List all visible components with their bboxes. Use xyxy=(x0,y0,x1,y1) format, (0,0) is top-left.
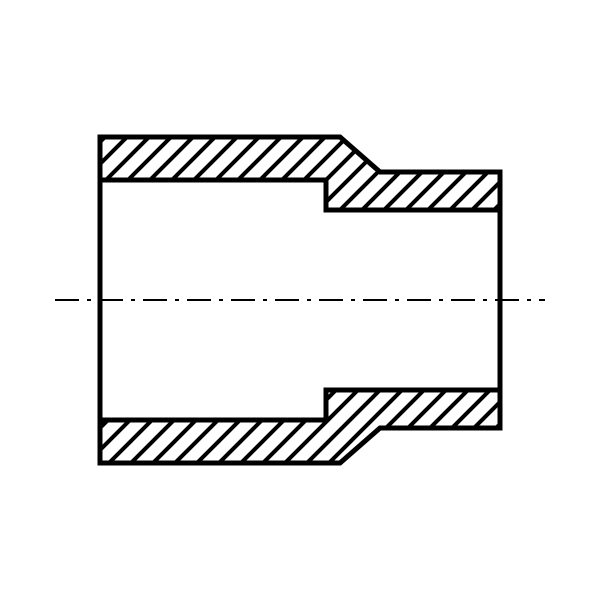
drawing-layer xyxy=(55,137,545,463)
section-drawing xyxy=(0,0,600,600)
